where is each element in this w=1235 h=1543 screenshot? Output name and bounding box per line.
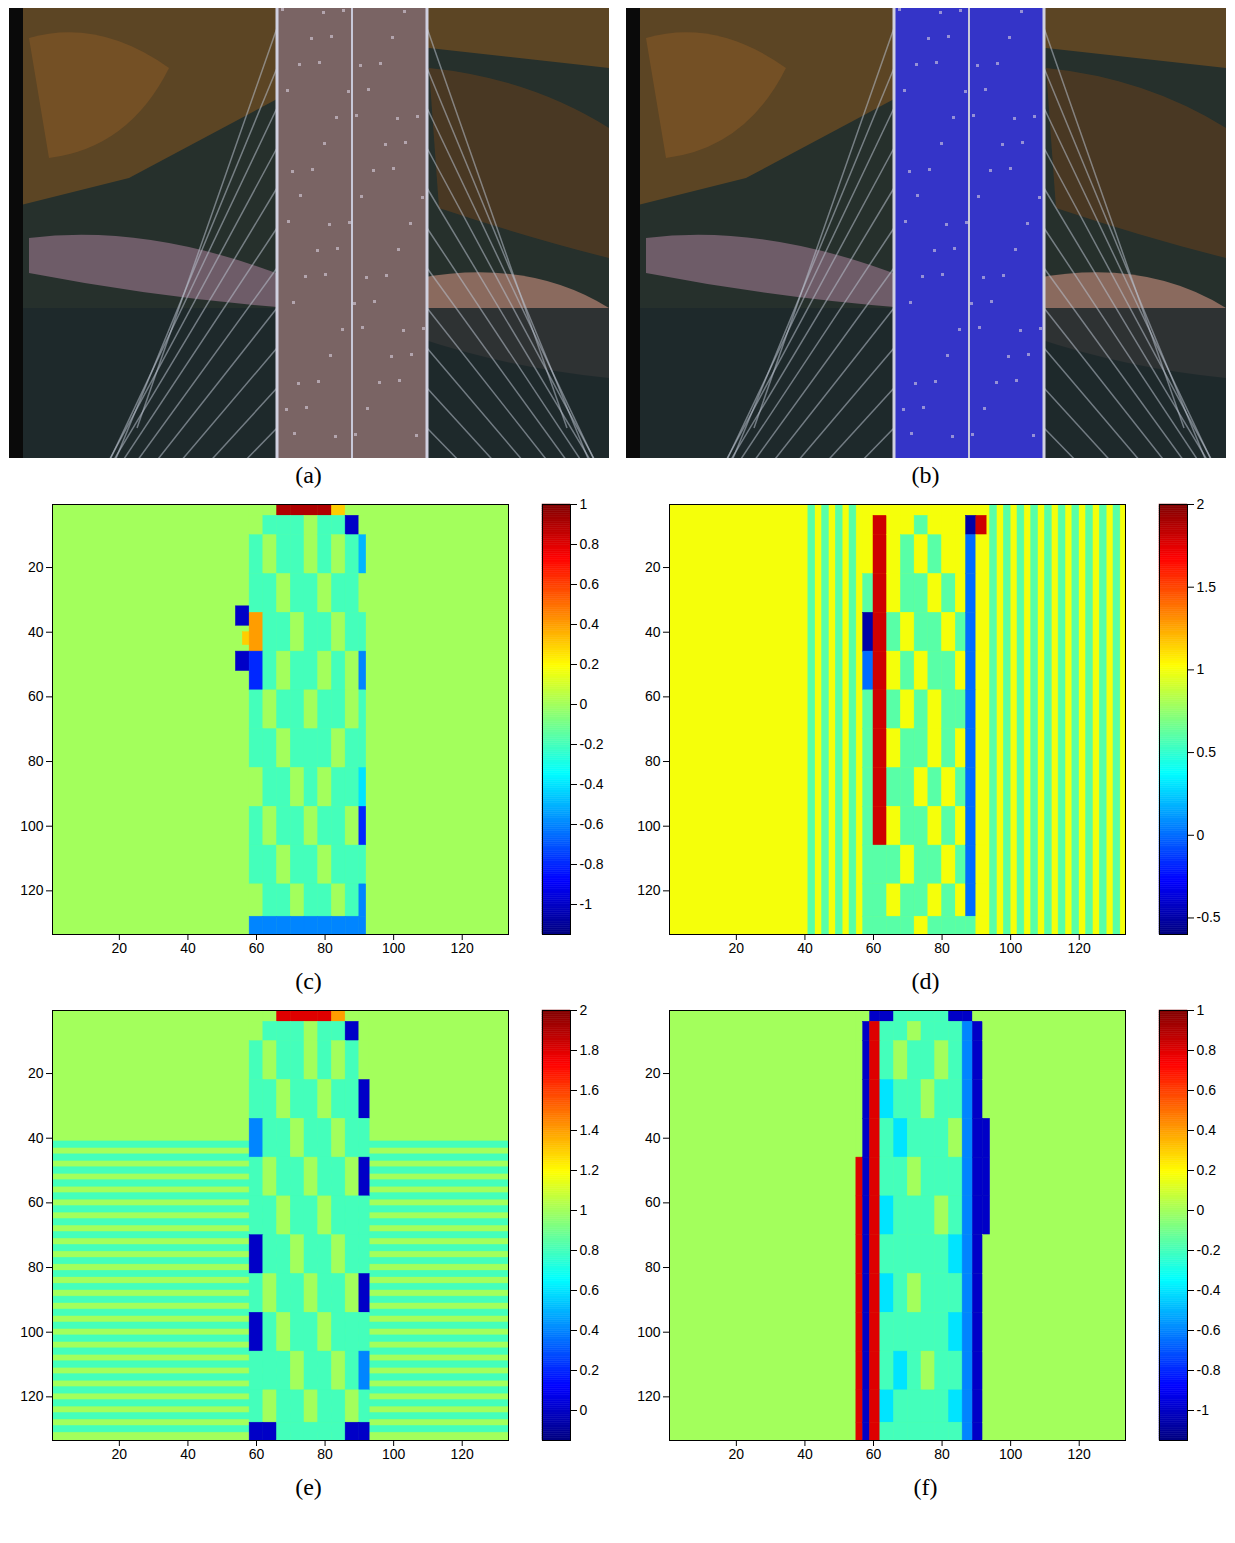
svg-text:40: 40: [797, 940, 813, 956]
svg-text:20: 20: [112, 940, 128, 956]
svg-text:0.2: 0.2: [580, 1362, 600, 1378]
svg-text:1.2: 1.2: [580, 1162, 600, 1178]
svg-text:100: 100: [20, 1324, 44, 1340]
svg-text:80: 80: [934, 940, 950, 956]
svg-text:1: 1: [580, 496, 588, 512]
svg-text:60: 60: [28, 1194, 44, 1210]
svg-text:20: 20: [729, 1446, 745, 1462]
svg-text:-1: -1: [1197, 1402, 1210, 1418]
svg-text:120: 120: [637, 1388, 661, 1404]
svg-text:-0.6: -0.6: [1197, 1322, 1221, 1338]
svg-text:-0.6: -0.6: [580, 816, 604, 832]
svg-text:-0.4: -0.4: [1197, 1282, 1221, 1298]
svg-text:100: 100: [382, 940, 406, 956]
svg-text:20: 20: [28, 559, 44, 575]
svg-text:100: 100: [637, 818, 661, 834]
svg-text:0.4: 0.4: [580, 616, 600, 632]
svg-text:60: 60: [866, 940, 882, 956]
svg-text:40: 40: [645, 1130, 661, 1146]
svg-text:0: 0: [1197, 1202, 1205, 1218]
html-text:(f): (f): [913, 1474, 938, 1500]
svg-text:40: 40: [28, 624, 44, 640]
svg-text:60: 60: [866, 1446, 882, 1462]
svg-text:80: 80: [28, 1259, 44, 1275]
svg-text:0.6: 0.6: [580, 1282, 600, 1298]
svg-text:60: 60: [249, 1446, 265, 1462]
svg-text:120: 120: [451, 1446, 475, 1462]
svg-text:120: 120: [20, 882, 44, 898]
svg-text:0.2: 0.2: [580, 656, 600, 672]
svg-text:20: 20: [28, 1065, 44, 1081]
svg-text:100: 100: [999, 1446, 1023, 1462]
svg-text:40: 40: [28, 1130, 44, 1146]
html-text:(e): (e): [295, 1474, 322, 1500]
svg-text:20: 20: [112, 1446, 128, 1462]
svg-text:0: 0: [580, 696, 588, 712]
svg-text:120: 120: [1068, 1446, 1092, 1462]
svg-text:80: 80: [28, 753, 44, 769]
svg-text:-0.8: -0.8: [580, 856, 604, 872]
svg-text:0.5: 0.5: [1197, 744, 1217, 760]
svg-text:60: 60: [249, 940, 265, 956]
svg-text:20: 20: [645, 1065, 661, 1081]
svg-text:100: 100: [20, 818, 44, 834]
svg-text:80: 80: [317, 1446, 333, 1462]
svg-text:100: 100: [637, 1324, 661, 1340]
svg-text:80: 80: [934, 1446, 950, 1462]
svg-text:2: 2: [580, 1002, 588, 1018]
svg-text:-0.8: -0.8: [1197, 1362, 1221, 1378]
svg-text:-0.4: -0.4: [580, 776, 604, 792]
svg-text:0: 0: [1197, 827, 1205, 843]
svg-text:-0.5: -0.5: [1197, 909, 1221, 925]
svg-text:40: 40: [645, 624, 661, 640]
svg-text:100: 100: [382, 1446, 406, 1462]
svg-text:1: 1: [580, 1202, 588, 1218]
svg-text:120: 120: [1068, 940, 1092, 956]
svg-text:-0.2: -0.2: [1197, 1242, 1221, 1258]
svg-text:1.5: 1.5: [1197, 579, 1217, 595]
svg-text:40: 40: [180, 1446, 196, 1462]
svg-text:60: 60: [645, 1194, 661, 1210]
svg-text:0: 0: [580, 1402, 588, 1418]
svg-text:-1: -1: [580, 896, 593, 912]
svg-text:60: 60: [28, 688, 44, 704]
svg-text:0.8: 0.8: [1197, 1042, 1217, 1058]
svg-text:40: 40: [180, 940, 196, 956]
svg-text:-0.2: -0.2: [580, 736, 604, 752]
html-text:(c): (c): [295, 968, 322, 994]
svg-text:0.2: 0.2: [1197, 1162, 1217, 1178]
svg-text:40: 40: [797, 1446, 813, 1462]
svg-text:120: 120: [451, 940, 475, 956]
svg-text:0.8: 0.8: [580, 1242, 600, 1258]
html-text:(a): (a): [295, 462, 322, 488]
html-text:(b): (b): [911, 462, 940, 488]
svg-text:1: 1: [1197, 1002, 1205, 1018]
svg-text:1.4: 1.4: [580, 1122, 600, 1138]
svg-text:120: 120: [637, 882, 661, 898]
svg-text:80: 80: [317, 940, 333, 956]
svg-text:80: 80: [645, 1259, 661, 1275]
svg-text:0.4: 0.4: [1197, 1122, 1217, 1138]
svg-text:0.8: 0.8: [580, 536, 600, 552]
svg-text:2: 2: [1197, 496, 1205, 512]
svg-text:0.6: 0.6: [1197, 1082, 1217, 1098]
svg-text:20: 20: [729, 940, 745, 956]
svg-text:20: 20: [645, 559, 661, 575]
svg-text:100: 100: [999, 940, 1023, 956]
svg-text:80: 80: [645, 753, 661, 769]
svg-text:60: 60: [645, 688, 661, 704]
svg-text:1.6: 1.6: [580, 1082, 600, 1098]
svg-text:0.4: 0.4: [580, 1322, 600, 1338]
svg-text:1.8: 1.8: [580, 1042, 600, 1058]
svg-text:120: 120: [20, 1388, 44, 1404]
svg-text:0.6: 0.6: [580, 576, 600, 592]
svg-text:1: 1: [1197, 661, 1205, 677]
html-text:(d): (d): [911, 968, 940, 994]
